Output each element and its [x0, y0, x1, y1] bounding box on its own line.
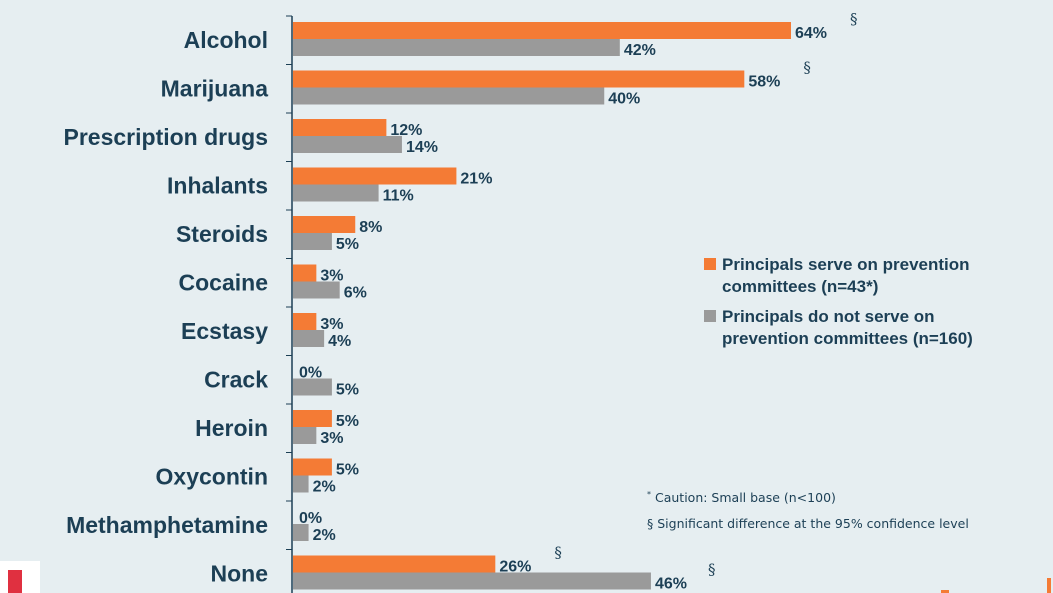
data-label: 64%: [795, 25, 827, 42]
data-label: 40%: [608, 91, 640, 108]
significance-note: § Significant difference at the 95% conf…: [647, 516, 1053, 532]
legend-label-serve-line2: committees (n=43*): [722, 277, 879, 296]
bar-not-serve: [293, 378, 332, 396]
bar-serve: [293, 119, 387, 136]
data-label: 3%: [320, 268, 343, 285]
significance-marker: §: [850, 10, 858, 28]
bar-not-serve: [293, 475, 309, 493]
data-label: 3%: [320, 316, 343, 333]
data-label: 2%: [313, 527, 336, 544]
bar-serve: [293, 458, 332, 476]
bar-not-serve: [293, 281, 340, 299]
bar-serve: [293, 70, 745, 88]
decorative-mark: [941, 590, 949, 593]
significance-mark: §: [647, 516, 654, 532]
category-label: Alcohol: [184, 27, 268, 53]
category-label: Oxycontin: [156, 464, 268, 490]
data-label: 0%: [299, 365, 322, 382]
category-label: Methamphetamine: [66, 512, 268, 538]
data-label: 14%: [406, 139, 438, 156]
data-label: 6%: [344, 285, 367, 302]
category-label: Prescription drugs: [64, 124, 268, 150]
data-label: 5%: [336, 462, 359, 479]
data-label: 2%: [313, 479, 336, 496]
significance-text: Significant difference at the 95% confid…: [657, 516, 969, 532]
data-label: 42%: [624, 42, 656, 59]
bar-not-serve: [293, 572, 651, 590]
legend-swatch-not-serve: [704, 310, 716, 322]
data-label: 5%: [336, 236, 359, 253]
legend-label-not-serve: Principals do not serve on prevention co…: [722, 306, 973, 350]
bar-not-serve: [293, 39, 620, 56]
category-label: None: [211, 561, 269, 587]
caution-text: Caution: Small base (n<100): [654, 490, 836, 506]
bar-not-serve: [293, 184, 379, 202]
data-label: 5%: [336, 382, 359, 399]
data-label: 3%: [320, 430, 343, 447]
category-label: Inhalants: [167, 173, 268, 199]
bar-serve: [293, 410, 332, 427]
significance-marker: §: [708, 561, 716, 579]
legend-item-serve: Principals serve on prevention committee…: [704, 254, 1053, 298]
bar-not-serve: [293, 427, 317, 444]
significance-marker: §: [554, 544, 562, 562]
category-label: Ecstasy: [181, 318, 268, 344]
significance-marker: §: [803, 59, 811, 77]
bar-serve: [293, 22, 791, 39]
category-label: Steroids: [176, 221, 268, 247]
data-label: 5%: [336, 413, 359, 430]
category-label: Cocaine: [179, 270, 268, 296]
bar-not-serve: [293, 233, 332, 250]
legend-label-not-serve-line1: Principals do not serve on: [722, 307, 935, 326]
bar-serve: [293, 167, 457, 185]
caution-mark: *: [647, 490, 651, 499]
bar-not-serve: [293, 87, 605, 105]
legend-swatch-serve: [704, 258, 716, 270]
data-label: 46%: [655, 576, 687, 593]
bar-not-serve: [293, 524, 309, 541]
bar-serve: [293, 313, 317, 330]
legend-label-not-serve-line2: prevention committees (n=160): [722, 329, 973, 348]
legend-label-serve: Principals serve on prevention committee…: [722, 254, 970, 298]
bar-serve: [293, 216, 356, 233]
data-label: 12%: [390, 122, 422, 139]
category-label: Marijuana: [161, 76, 269, 102]
chart-legend: Principals serve on prevention committee…: [704, 254, 1053, 358]
data-label: 11%: [383, 188, 414, 205]
logo: [0, 561, 40, 593]
footnotes: * Caution: Small base (n<100) § Signific…: [647, 487, 1053, 542]
data-label: 0%: [299, 510, 322, 527]
data-label: 8%: [359, 219, 382, 236]
data-label: 26%: [499, 559, 531, 576]
logo-mark: [8, 570, 22, 593]
category-label: Crack: [204, 367, 268, 393]
decorative-mark: [1047, 578, 1051, 593]
data-label: 4%: [328, 333, 351, 350]
data-label: 58%: [748, 74, 780, 91]
legend-item-not-serve: Principals do not serve on prevention co…: [704, 306, 1053, 350]
bar-serve: [293, 264, 317, 282]
legend-label-serve-line1: Principals serve on prevention: [722, 255, 970, 274]
data-label: 21%: [460, 171, 492, 188]
bar-not-serve: [293, 330, 325, 347]
caution-note: * Caution: Small base (n<100): [647, 487, 1053, 506]
bar-serve: [293, 555, 496, 573]
bar-not-serve: [293, 136, 402, 153]
category-label: Heroin: [195, 415, 268, 441]
